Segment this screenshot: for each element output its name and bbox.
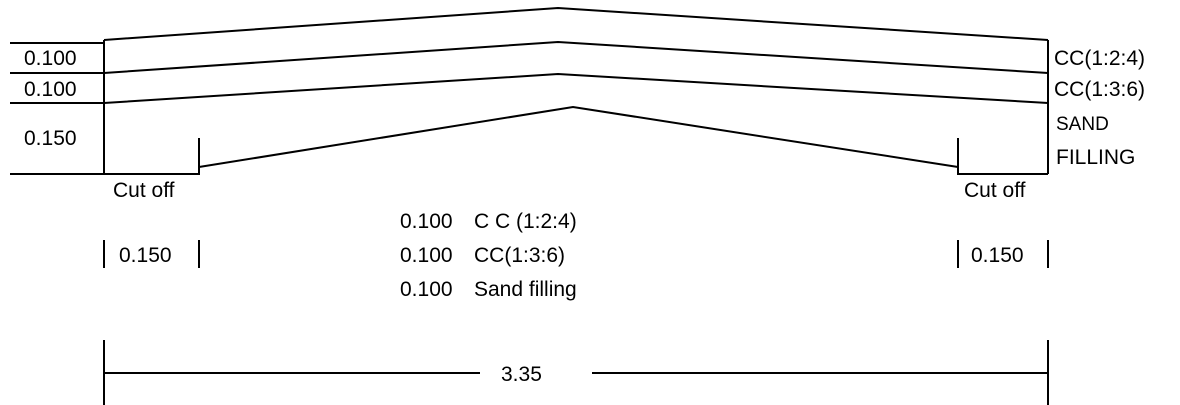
spec-thickness-2: 0.100 bbox=[400, 244, 453, 267]
spec-thickness-3: 0.100 bbox=[400, 278, 453, 301]
spec-material-2: CC(1:3:6) bbox=[474, 244, 565, 267]
layer-label-cc136: CC(1:3:6) bbox=[1054, 78, 1145, 101]
top-surface-line bbox=[103, 6, 1049, 41]
cutoff-label-left: Cut off bbox=[113, 179, 175, 202]
layer-label-cc124: CC(1:2:4) bbox=[1054, 47, 1145, 70]
sand-filling-line bbox=[198, 105, 959, 168]
cc-136-bottom-line bbox=[103, 72, 1049, 104]
layer-label-filling: FILLING bbox=[1056, 146, 1135, 169]
spec-thickness-1: 0.100 bbox=[400, 210, 453, 233]
spec-material-3: Sand filling bbox=[474, 278, 577, 301]
total-span-label: 3.35 bbox=[501, 363, 542, 386]
cutoff-notch-right bbox=[957, 138, 1048, 175]
cc-124-bottom-line bbox=[103, 40, 1049, 74]
cutoff-label-right: Cut off bbox=[964, 179, 1026, 202]
cutoff-notch-left bbox=[104, 138, 200, 175]
dim-label-3: 0.150 bbox=[24, 127, 77, 150]
cutoff-width-left: 0.150 bbox=[119, 244, 172, 267]
layer-label-sand: SAND bbox=[1056, 114, 1109, 135]
dim-label-2: 0.100 bbox=[24, 78, 77, 101]
dim-label-1: 0.100 bbox=[24, 47, 77, 70]
cutoff-width-right: 0.150 bbox=[971, 244, 1024, 267]
spec-material-1: C C (1:2:4) bbox=[474, 210, 577, 233]
